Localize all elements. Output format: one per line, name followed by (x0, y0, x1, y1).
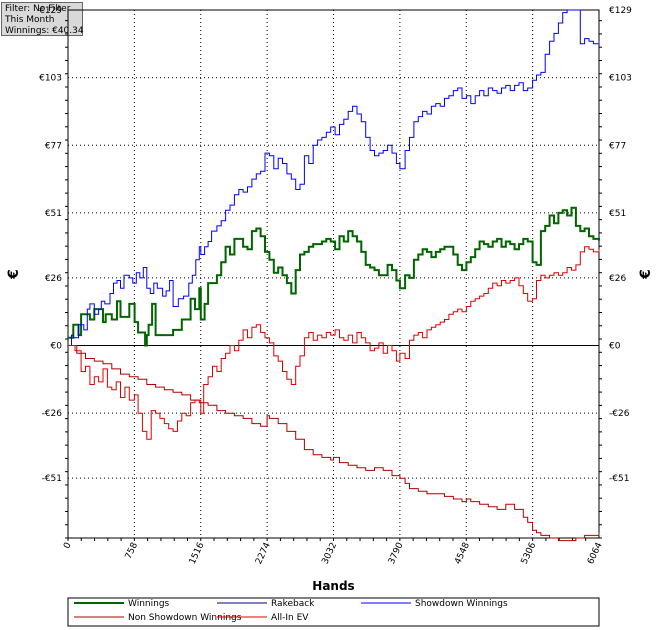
y-tick-label-left: €77 (45, 141, 62, 151)
y-tick-label-right: €103 (609, 74, 632, 84)
y-tick-label-right: €129 (609, 6, 632, 16)
series-all-in-ev (68, 246, 600, 440)
series-non-showdown-winnings (68, 345, 600, 542)
series-winnings (68, 206, 600, 347)
legend-label: Non Showdown Winnings (128, 613, 242, 623)
y-tick-label-right: €0 (609, 342, 621, 352)
x-tick-label: 4548 (453, 541, 472, 566)
legend: Winnings Rakeback Showdown Winnings Non Sho… (67, 597, 600, 627)
y-tick-label-left: -€51 (42, 474, 62, 484)
legend-label: Showdown Winnings (415, 599, 508, 609)
x-tick-label: 3790 (387, 541, 406, 566)
y-tick-label-left: -€26 (42, 409, 63, 419)
y-tick-label-left: €51 (45, 209, 62, 219)
x-tick-label: 0 (62, 541, 74, 551)
y-axis-title-right: € (638, 269, 654, 280)
legend-box (67, 597, 600, 627)
y-tick-label-right: €51 (609, 209, 626, 219)
x-axis-title: Hands (312, 579, 354, 593)
series-lines (68, 9, 600, 542)
legend-label: Rakeback (271, 599, 315, 609)
period-label: This Month (5, 15, 55, 25)
axis-labels: 0 758 1516 2274 3032 3790 4548 5306 6064 -€51 -€51… (6, 6, 654, 593)
y-axis-title-left: € (6, 269, 22, 280)
x-tick-label: 3032 (320, 541, 339, 566)
y-tick-label-right: €77 (609, 141, 626, 151)
y-tick-label-left: €103 (39, 74, 62, 84)
y-tick-label-right: €26 (609, 274, 626, 284)
y-tick-label-left: €129 (39, 6, 62, 16)
axes (65, 9, 602, 541)
x-tick-label: 5306 (520, 541, 539, 566)
filter-label: Filter: No Filter (5, 4, 71, 14)
x-tick-label: 1516 (188, 541, 207, 566)
y-tick-label-left: €26 (45, 274, 62, 284)
filter-info-box: Filter: No Filter This Month Winnings: €… (1, 2, 84, 36)
y-tick-label-right: -€51 (609, 474, 629, 484)
x-tick-label: 6064 (586, 541, 605, 566)
y-tick-label-right: -€26 (609, 409, 630, 419)
legend-label: All-In EV (271, 613, 309, 623)
y-tick-label-left: €0 (51, 342, 63, 352)
x-tick-label: 758 (124, 541, 140, 561)
legend-label: Winnings (128, 599, 170, 609)
winnings-label: Winnings: €40.34 (5, 26, 84, 36)
series-showdown-winnings (68, 9, 600, 346)
x-tick-label: 2274 (254, 541, 273, 566)
